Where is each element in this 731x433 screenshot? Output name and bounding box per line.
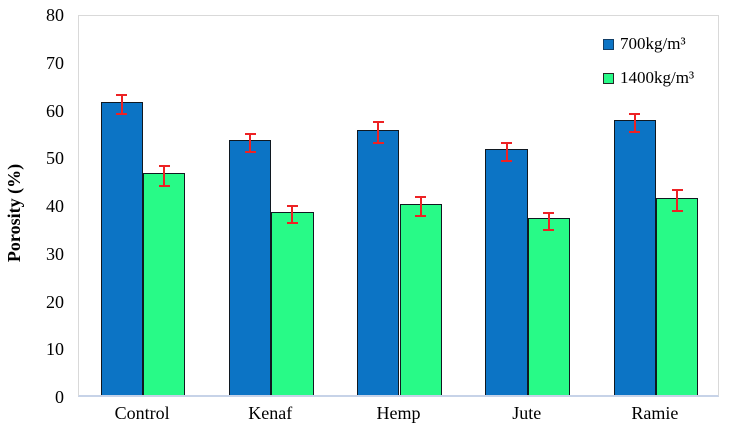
bar-ramie-series1 xyxy=(613,119,656,395)
y-tick-label-70: 70 xyxy=(46,52,64,73)
error-bar-cap xyxy=(629,130,641,133)
error-bar-cap xyxy=(244,150,256,153)
y-tick-label-10: 10 xyxy=(46,339,64,360)
error-bar-cap xyxy=(543,211,555,214)
error-bar-cap xyxy=(415,214,427,217)
y-tick-label-50: 50 xyxy=(46,148,64,169)
error-bar-cap xyxy=(671,189,683,192)
error-bar-cap xyxy=(244,133,256,136)
error-bar-cap xyxy=(415,196,427,199)
y-tick-label-60: 60 xyxy=(46,100,64,121)
bar-jute-series2 xyxy=(527,218,570,395)
bar-jute-series1 xyxy=(485,149,528,395)
legend-item-2: 1400kg/m³ xyxy=(603,67,694,89)
error-bar-line xyxy=(547,212,550,230)
y-tick-label-20: 20 xyxy=(46,291,64,312)
error-bar-cap xyxy=(501,159,513,162)
bar-control-series1 xyxy=(100,101,144,395)
y-tick-label-40: 40 xyxy=(46,196,64,216)
bar-hemp-series1 xyxy=(357,129,400,395)
error-bar-line xyxy=(505,143,508,161)
y-tick-label-30: 30 xyxy=(46,243,64,264)
category-label-kenaf: Kenaf xyxy=(248,403,293,423)
error-bar-cap xyxy=(671,210,683,213)
legend-item-1: 700kg/m³ xyxy=(603,33,694,55)
error-bar-cap xyxy=(116,113,128,116)
error-bar-line xyxy=(120,95,123,115)
category-label-hemp: Hemp xyxy=(376,403,421,423)
error-bar-cap xyxy=(372,121,384,123)
error-bar-cap xyxy=(286,222,298,225)
error-bar-cap xyxy=(286,205,298,208)
legend: 700kg/m³ 1400kg/m³ xyxy=(603,33,694,89)
y-tick-label-80: 80 xyxy=(46,5,64,25)
error-bar-cap xyxy=(116,94,128,97)
error-bar-line xyxy=(676,190,679,212)
error-bar-cap xyxy=(158,184,170,187)
category-label-jute: Jute xyxy=(512,403,542,423)
bar-kenaf-series1 xyxy=(228,140,272,395)
error-bar-line xyxy=(377,122,380,143)
y-tick-label-0: 0 xyxy=(55,387,64,407)
category-label-control: Control xyxy=(114,403,170,423)
plot-area: 700kg/m³ 1400kg/m³ xyxy=(78,15,719,397)
bar-hemp-series2 xyxy=(399,203,442,395)
error-bar-cap xyxy=(158,164,170,167)
legend-swatch-icon xyxy=(603,38,614,50)
error-bar-line xyxy=(291,206,294,224)
error-bar-line xyxy=(163,165,166,186)
error-bar-line xyxy=(419,197,422,216)
category-label-ramie: Ramie xyxy=(631,403,679,423)
legend-label: 1400kg/m³ xyxy=(620,68,695,87)
error-bar-line xyxy=(633,114,636,132)
error-bar-line xyxy=(249,134,252,152)
error-bar-cap xyxy=(629,113,641,116)
error-bar-cap xyxy=(543,228,555,231)
error-bar-cap xyxy=(501,142,513,145)
bar-kenaf-series2 xyxy=(271,211,314,395)
legend-label: 700kg/m³ xyxy=(620,34,686,53)
legend-swatch-icon xyxy=(603,72,614,84)
error-bar-cap xyxy=(372,142,384,144)
bar-ramie-series2 xyxy=(655,197,699,395)
bar-control-series2 xyxy=(143,172,186,395)
